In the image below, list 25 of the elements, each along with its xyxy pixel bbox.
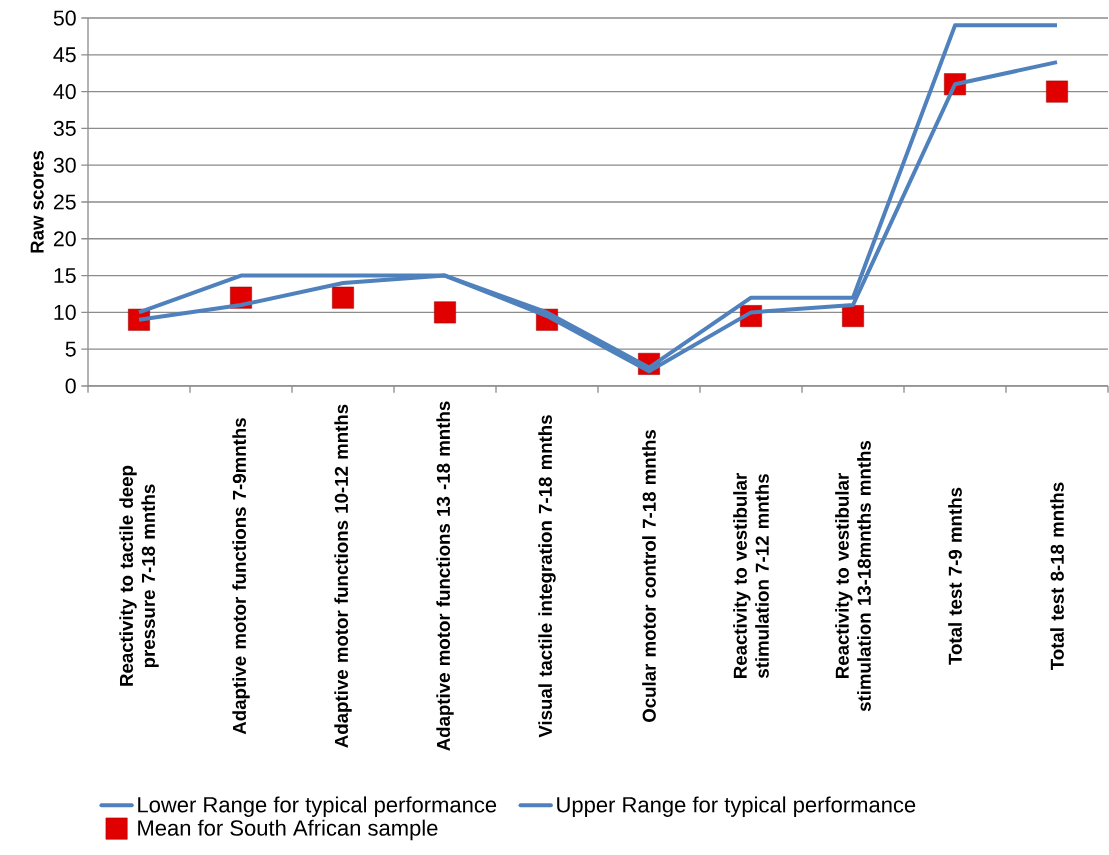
- y-tick-label: 45: [53, 47, 76, 63]
- x-tick-label: Ocular motor control 7-18 mnths: [642, 430, 656, 723]
- x-tick-label: Total test 7-9 mnths: [948, 487, 962, 665]
- legend-label: Lower Range for typical performance: [138, 796, 497, 817]
- y-tick-label: 30: [53, 157, 76, 173]
- y-tick-label: 25: [53, 194, 76, 210]
- y-tick-label: 40: [53, 84, 76, 100]
- y-tick-label: 10: [54, 304, 76, 320]
- y-axis-title: Raw scores: [30, 150, 44, 253]
- y-tick-label: 50: [53, 10, 76, 26]
- x-tick-label: Total test 8-18 mnths: [1050, 482, 1064, 671]
- y-tick-label: 0: [65, 378, 76, 394]
- y-tick-label: 20: [53, 231, 76, 247]
- x-tick-label: Reactivity to vestibular stimulation 13-18mnths mnths: [835, 440, 871, 712]
- legend-label: Mean for South African sample: [138, 819, 438, 841]
- y-tick-label: 5: [65, 341, 76, 357]
- x-tick-label: Reactivity to vestibular stimulation 7-12 mnths: [733, 473, 769, 679]
- y-tick-label: 15: [54, 268, 76, 284]
- y-tick-label: 35: [53, 120, 76, 136]
- legend-label: Upper Range for typical performance: [557, 796, 916, 817]
- x-tick-label: Adaptive motor functions 13 -18 mnths: [436, 401, 454, 751]
- x-tick-label: Reactivity to tactile deep pressure 7-18 mnths: [119, 465, 159, 686]
- x-tick-label: Adaptive motor functions 7-9mnths: [232, 418, 250, 735]
- x-tick-label: Adaptive motor functions 10-12 mnths: [334, 404, 352, 748]
- x-tick-label: Visual tactile integration 7-18 mnths: [538, 415, 556, 738]
